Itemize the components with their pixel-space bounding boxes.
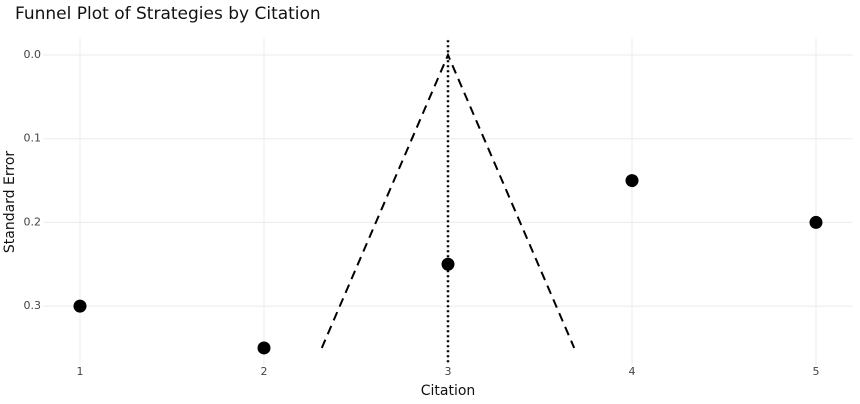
point	[625, 174, 639, 188]
x-tick-label: 3	[445, 365, 452, 378]
chart-title: Funnel Plot of Strategies by Citation	[15, 4, 321, 24]
point	[441, 257, 455, 271]
x-tick-label: 4	[629, 365, 636, 378]
funnel-line	[320, 52, 576, 349]
x-tick-label: 5	[813, 365, 820, 378]
point	[257, 341, 271, 355]
x-axis-label: Citation	[421, 383, 476, 399]
y-tick-label: 0.0	[24, 48, 42, 61]
x-tick-label: 2	[261, 365, 268, 378]
point	[73, 299, 87, 313]
point	[809, 215, 823, 229]
y-tick-label: 0.2	[24, 215, 42, 228]
y-tick-label: 0.1	[24, 132, 42, 145]
y-axis-label: Standard Error	[2, 151, 18, 254]
x-tick-label: 1	[77, 365, 84, 378]
y-tick-label: 0.3	[24, 299, 42, 312]
